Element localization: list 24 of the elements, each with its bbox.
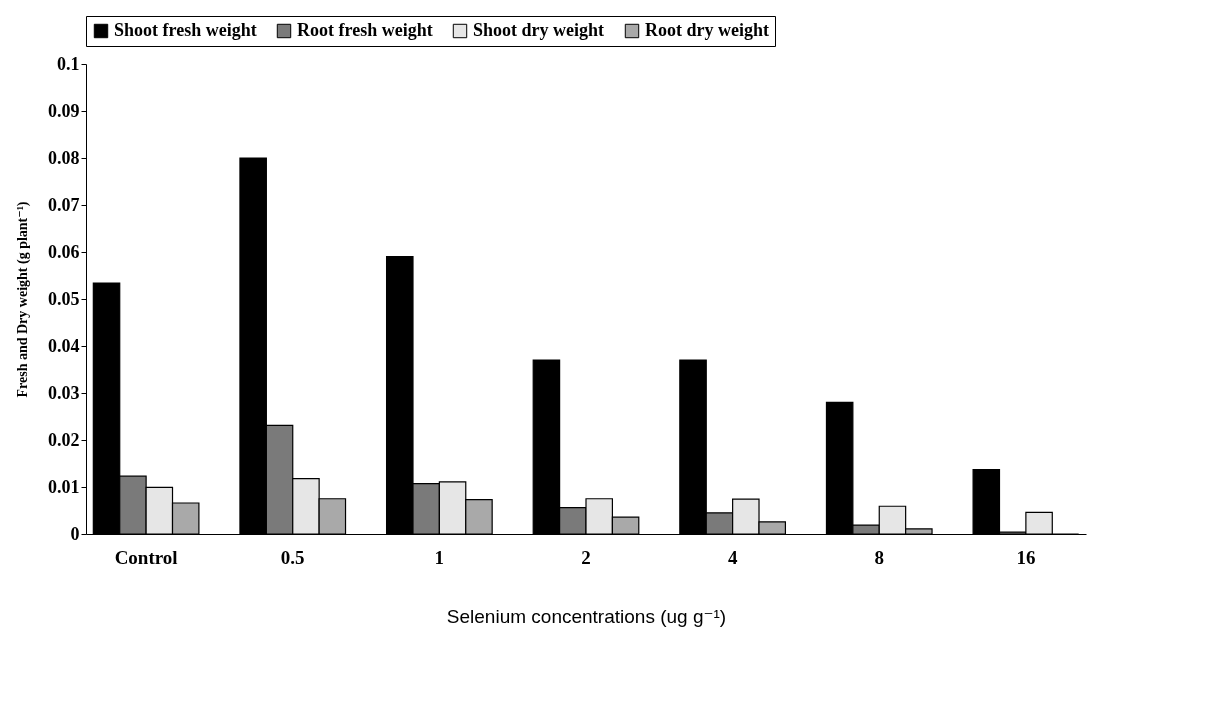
x-tick-label: Control <box>114 546 178 568</box>
legend-label: Root dry weight <box>645 20 769 40</box>
x-tick-label: 16 <box>1016 546 1036 568</box>
y-tick-label: 0.1 <box>57 53 80 74</box>
y-tick-label: 0.08 <box>48 147 80 168</box>
y-axis-title: Fresh and Dry weight (g plant⁻¹) <box>15 201 31 398</box>
x-tick-label: 4 <box>727 546 738 568</box>
y-tick-label: 0.05 <box>48 288 80 309</box>
x-axis-title: Selenium concentrations (ug g⁻¹) <box>446 605 727 627</box>
y-tick-label: 0.02 <box>48 429 80 450</box>
y-tick-label: 0 <box>70 523 80 544</box>
x-tick-label: 8 <box>874 546 885 568</box>
legend-label: Shoot fresh weight <box>114 20 257 40</box>
y-tick-label: 0.07 <box>48 194 80 215</box>
y-tick-label: 0.06 <box>48 241 80 262</box>
y-tick-label: 0.09 <box>48 100 80 121</box>
y-tick-label: 0.04 <box>48 335 80 356</box>
x-tick-label: 0.5 <box>280 546 305 568</box>
legend-label: Shoot dry weight <box>473 20 605 40</box>
x-tick-label: 1 <box>434 546 445 568</box>
y-tick-label: 0.01 <box>48 476 80 497</box>
y-tick-label: 0.03 <box>48 382 80 403</box>
x-tick-label: 2 <box>581 546 591 568</box>
legend-label: Root fresh weight <box>297 20 433 40</box>
